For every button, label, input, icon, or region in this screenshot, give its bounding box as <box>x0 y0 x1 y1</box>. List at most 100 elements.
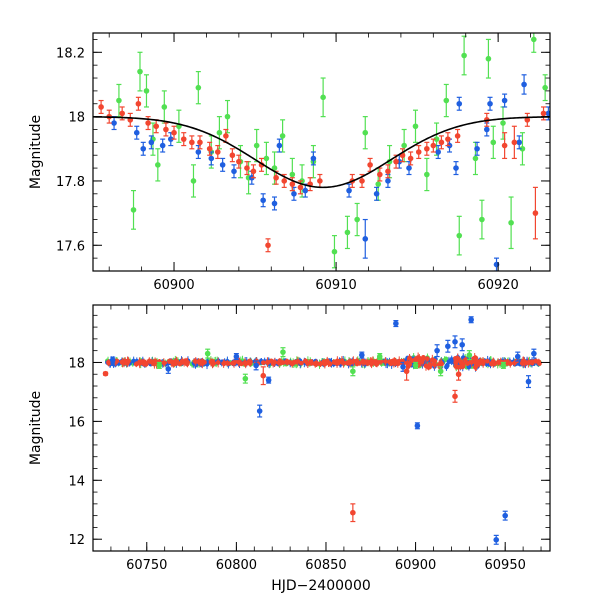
top-red-point <box>119 110 125 117</box>
bottom-green-point <box>412 362 419 369</box>
top-green-point <box>116 97 122 104</box>
top-ytick-label: 18 <box>68 111 85 126</box>
baseline-red-point <box>221 361 227 366</box>
bottom-blue-point <box>525 378 532 385</box>
bottom-blue-point <box>265 377 272 383</box>
top-red-point <box>223 133 229 139</box>
baseline-red-point <box>432 362 438 368</box>
baseline-red-point <box>292 359 298 365</box>
top-blue-point <box>545 110 550 117</box>
bottom-blue-point <box>165 366 172 372</box>
top-xtick-label: 60920 <box>477 278 518 293</box>
top-red-point <box>393 158 399 165</box>
top-blue-point <box>435 149 441 155</box>
top-red-point <box>250 168 257 175</box>
top-series-green <box>116 33 548 269</box>
baseline-red-point <box>522 360 527 366</box>
top-green-point <box>263 155 270 162</box>
top-series-blue <box>111 74 550 271</box>
bottom-green-point <box>350 368 356 375</box>
bottom-red-point <box>260 372 267 379</box>
bottom-blue-point <box>468 316 474 323</box>
bottom-blue-point <box>414 422 421 429</box>
top-blue-point <box>474 145 480 152</box>
bottom-series-green <box>156 347 507 384</box>
top-green-point <box>508 219 514 226</box>
top-blue-point <box>385 178 391 184</box>
baseline-red-point <box>278 360 284 366</box>
bottom-x-ticks: 60750 60800 60850 60900 60950 <box>92 305 542 573</box>
top-y-axis-label: Magnitude <box>28 115 44 189</box>
baseline-red-point <box>346 359 352 365</box>
baseline-red-point <box>161 360 167 366</box>
bottom-green-point <box>500 362 507 369</box>
bottom-blue-point <box>109 357 116 363</box>
top-xtick-label: 60900 <box>153 278 194 293</box>
top-red-point <box>430 142 437 149</box>
top-red-point <box>289 181 296 187</box>
baseline-red-point <box>211 361 217 366</box>
baseline-red-point <box>416 355 422 361</box>
baseline-red-point <box>184 359 190 365</box>
baseline-red-point <box>419 359 425 365</box>
baseline-red-point <box>146 358 152 364</box>
top-green-point <box>443 97 450 104</box>
bottom-ytick-label: 12 <box>68 533 85 548</box>
bottom-blue-point <box>459 341 465 348</box>
top-green-point <box>143 88 150 94</box>
top-red-point <box>273 174 279 181</box>
top-red-point <box>501 142 508 149</box>
top-red-point <box>206 145 213 152</box>
top-blue-point <box>260 197 266 204</box>
bottom-blue-point <box>400 364 406 370</box>
top-red-point <box>297 184 304 191</box>
top-red-point <box>377 171 383 178</box>
top-red-point <box>189 139 195 146</box>
top-blue-point <box>148 139 155 146</box>
baseline-red-point <box>321 359 326 365</box>
top-green-point <box>216 129 223 136</box>
bottom-green-point <box>376 353 383 360</box>
bottom-red-point <box>403 368 410 375</box>
baseline-red-point <box>327 361 333 367</box>
top-plot-area <box>93 33 550 271</box>
baseline-red-point <box>472 355 478 361</box>
baseline-red-point <box>453 356 458 361</box>
baseline-red-point <box>374 361 380 367</box>
top-xtick-label: 60910 <box>315 278 356 293</box>
baseline-red-point <box>410 358 415 364</box>
top-red-point <box>385 168 391 175</box>
top-panel: 60900 60910 60920 17.6 17.8 18 18.2 Magnitude <box>28 32 551 293</box>
top-green-point <box>519 145 526 152</box>
bottom-ytick-label: 16 <box>68 415 85 430</box>
top-blue-point <box>302 187 309 194</box>
bottom-red-point <box>452 393 458 400</box>
top-blue-point <box>133 129 140 136</box>
top-green-point <box>331 248 338 255</box>
top-blue-point <box>487 100 493 107</box>
top-blue-point <box>195 149 202 155</box>
bottom-xtick-label: 60750 <box>126 558 167 573</box>
baseline-red-point <box>141 361 147 367</box>
baseline-red-point <box>308 360 314 366</box>
baseline-red-point <box>106 360 112 366</box>
bottom-blue-point <box>445 343 451 350</box>
bottom-blue-point <box>359 352 365 358</box>
top-blue-point <box>521 81 527 88</box>
top-red-point <box>244 165 250 171</box>
top-green-point <box>530 36 537 43</box>
top-series-red <box>98 96 547 253</box>
baseline-red-point <box>247 361 253 366</box>
bottom-axes-frame <box>92 304 551 552</box>
baseline-red-point <box>168 359 174 365</box>
top-red-point <box>98 104 104 110</box>
bottom-xtick-label: 60950 <box>485 558 526 573</box>
bottom-y-axis-label: Magnitude <box>28 391 44 465</box>
top-green-point <box>362 129 369 136</box>
top-red-point <box>180 136 187 142</box>
bottom-blue-point <box>514 353 521 360</box>
top-blue-point <box>310 155 317 162</box>
top-green-point <box>130 207 137 213</box>
top-model-curve <box>93 116 550 189</box>
